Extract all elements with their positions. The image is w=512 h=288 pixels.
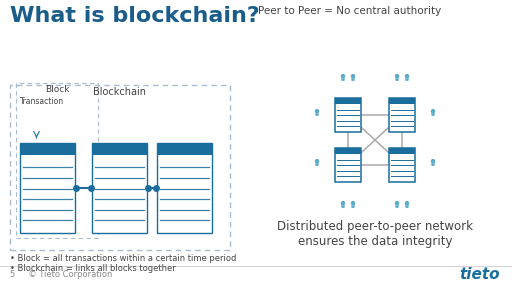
Circle shape xyxy=(406,75,409,78)
Circle shape xyxy=(315,110,318,113)
Polygon shape xyxy=(405,205,409,208)
Text: What is blockchain?: What is blockchain? xyxy=(10,6,260,26)
FancyBboxPatch shape xyxy=(335,148,361,182)
Text: Transaction: Transaction xyxy=(20,97,64,106)
Text: Peer to Peer = No central authority: Peer to Peer = No central authority xyxy=(258,6,441,16)
Circle shape xyxy=(342,202,345,205)
Polygon shape xyxy=(351,205,355,208)
FancyBboxPatch shape xyxy=(389,148,415,154)
Polygon shape xyxy=(395,205,399,208)
Circle shape xyxy=(395,202,398,205)
FancyBboxPatch shape xyxy=(92,143,147,233)
Text: Blockchain: Blockchain xyxy=(94,87,146,97)
Circle shape xyxy=(351,75,354,78)
Circle shape xyxy=(315,160,318,163)
Polygon shape xyxy=(315,113,319,116)
Circle shape xyxy=(406,202,409,205)
FancyBboxPatch shape xyxy=(157,143,212,155)
Circle shape xyxy=(432,110,435,113)
Circle shape xyxy=(432,160,435,163)
Polygon shape xyxy=(395,78,399,81)
Text: Distributed peer-to-peer network
ensures the data integrity: Distributed peer-to-peer network ensures… xyxy=(277,220,473,248)
Polygon shape xyxy=(341,205,345,208)
Circle shape xyxy=(342,75,345,78)
Polygon shape xyxy=(431,163,435,166)
FancyBboxPatch shape xyxy=(335,98,361,132)
Text: • Blockchain = links all blocks together: • Blockchain = links all blocks together xyxy=(10,264,176,273)
Circle shape xyxy=(395,75,398,78)
Polygon shape xyxy=(431,113,435,116)
FancyBboxPatch shape xyxy=(389,148,415,182)
FancyBboxPatch shape xyxy=(92,143,147,155)
Polygon shape xyxy=(351,78,355,81)
FancyBboxPatch shape xyxy=(157,143,212,233)
FancyBboxPatch shape xyxy=(20,143,75,155)
FancyBboxPatch shape xyxy=(20,143,75,233)
Polygon shape xyxy=(315,163,319,166)
FancyBboxPatch shape xyxy=(335,148,361,154)
FancyBboxPatch shape xyxy=(389,98,415,132)
FancyBboxPatch shape xyxy=(389,98,415,104)
Polygon shape xyxy=(341,78,345,81)
Circle shape xyxy=(351,202,354,205)
Polygon shape xyxy=(405,78,409,81)
Text: 5     © Tieto Corporation: 5 © Tieto Corporation xyxy=(10,270,112,279)
FancyBboxPatch shape xyxy=(335,98,361,104)
Text: Block: Block xyxy=(45,85,69,94)
Text: • Block = all transactions within a certain time period: • Block = all transactions within a cert… xyxy=(10,254,237,263)
Text: tieto: tieto xyxy=(459,267,500,282)
